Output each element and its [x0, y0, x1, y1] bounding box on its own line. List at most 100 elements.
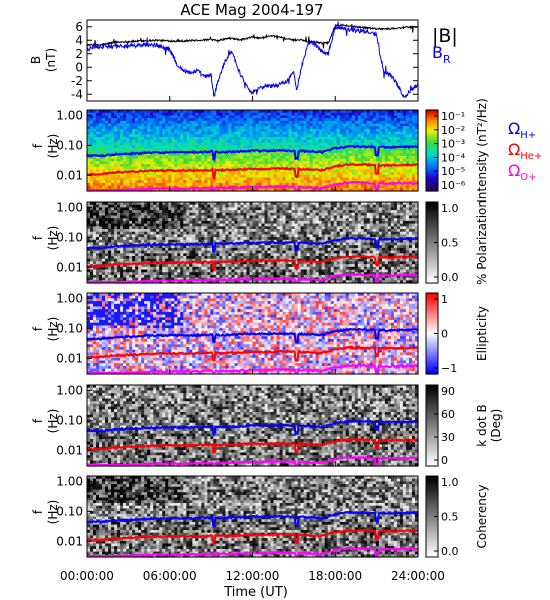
spectrogram-cell [288, 115, 293, 119]
spectrogram-cell [411, 166, 416, 170]
spectrogram-cell [210, 174, 214, 179]
spectrogram-cell [189, 128, 193, 133]
spectrogram-cell [162, 123, 166, 127]
spectrogram-cell [309, 142, 314, 146]
spectrogram-cell [300, 115, 305, 119]
spectrogram-cell [324, 112, 329, 116]
spectrogram-cell [306, 145, 311, 149]
spectrogram-cell [264, 120, 269, 125]
spectrogram-cell [129, 258, 133, 262]
spectrogram-cell [306, 158, 311, 162]
spectrogram-cell [297, 110, 302, 114]
spectrogram-cell [336, 172, 341, 176]
spectrogram-cell [354, 169, 359, 173]
spectrogram-cell [402, 118, 407, 122]
spectrogram-cell [324, 164, 329, 168]
spectrogram-cell [156, 204, 160, 208]
spectrogram-cell [273, 164, 278, 168]
spectrogram-cell [168, 118, 172, 122]
spectrogram-cell [402, 158, 407, 162]
spectrogram-cell [180, 131, 184, 135]
spectrogram-cell [111, 110, 115, 114]
spectrogram-cell [411, 131, 416, 135]
spectrogram-cell [405, 112, 410, 116]
spectrogram-cell [150, 145, 154, 149]
spectrogram-cell [375, 161, 380, 165]
spectrogram-cell [255, 134, 260, 138]
spectrogram-cell [375, 115, 380, 119]
spectrogram-cell [276, 112, 281, 116]
spectrogram-cell [177, 147, 181, 152]
spectrogram-cell [198, 155, 202, 160]
spectrogram-cell [282, 164, 287, 168]
spectrogram-cell [381, 137, 386, 141]
spectrogram-cell [165, 161, 169, 165]
spectrogram-cell [189, 226, 193, 230]
spectrogram-cell [249, 231, 254, 235]
spectrogram-cell [252, 161, 257, 165]
spectrogram-cell [411, 115, 416, 119]
spectrogram-cell [162, 142, 166, 146]
spectrogram-cell [399, 166, 404, 170]
spectrogram-cell [234, 258, 239, 262]
spectrogram-cell [156, 215, 160, 219]
spectrogram-cell [120, 229, 124, 233]
spectrogram-cell [225, 137, 230, 141]
spectrogram-cell [177, 237, 181, 241]
spectrogram-cell [201, 161, 205, 165]
spectrogram-cell [246, 280, 251, 284]
spectrogram-cell [234, 215, 239, 219]
spectrogram-cell [198, 161, 202, 165]
spectrogram-cell [312, 126, 317, 130]
spectrogram-cell [405, 177, 410, 181]
spectrogram-cell [237, 131, 242, 135]
spectrogram-cell [156, 112, 160, 116]
spectrogram-cell [150, 237, 154, 241]
spectrogram-cell [216, 226, 220, 230]
spectrogram-cell [411, 164, 416, 168]
spectrogram-cell [186, 247, 190, 252]
spectrogram-cell [132, 245, 136, 249]
spectrogram-cell [222, 239, 227, 244]
spectrogram-cell [135, 137, 139, 141]
spectrogram-cell [252, 131, 257, 135]
spectrogram-cell [399, 177, 404, 181]
spectrogram-cell [294, 123, 299, 127]
spectrogram-cell [135, 182, 139, 187]
spectrogram-cell [267, 115, 272, 119]
spectrogram-cell [228, 272, 233, 276]
spectrogram-cell [300, 137, 305, 141]
spectrogram-cell [240, 207, 245, 211]
spectrogram-cell [270, 115, 275, 119]
spectrogram-cell [162, 139, 166, 143]
spectrogram-cell [99, 215, 103, 219]
spectrogram-cell [261, 126, 266, 130]
spectrogram-cell [147, 239, 151, 244]
spectrogram-cell [342, 158, 347, 162]
spectrogram-cell [102, 274, 106, 279]
spectrogram-cell [177, 245, 181, 249]
spectrogram-cell [279, 115, 284, 119]
colorbar-step [426, 154, 438, 158]
spectrogram-cell [96, 150, 100, 154]
spectrogram-cell [225, 226, 230, 230]
spectrogram-cell [174, 180, 178, 184]
spectrogram-cell [231, 188, 236, 192]
spectrogram-cell [261, 110, 266, 114]
spectrogram-cell [360, 126, 365, 130]
spectrogram-cell [228, 158, 233, 162]
spectrogram-cell [402, 131, 407, 135]
spectrogram-cell [186, 272, 190, 276]
spectrogram-cell [321, 115, 326, 119]
spectrogram-cell [384, 115, 389, 119]
spectrogram-cell [222, 137, 227, 141]
spectrogram-cell [387, 126, 392, 130]
spectrogram-cell [96, 164, 100, 168]
spectrogram-cell [282, 131, 287, 135]
spectrogram-cell [384, 174, 389, 179]
spectrogram-cell [363, 172, 368, 176]
spectrogram-cell [351, 177, 356, 181]
spectrogram-cell [192, 182, 196, 187]
spectrogram-cell [108, 237, 112, 241]
